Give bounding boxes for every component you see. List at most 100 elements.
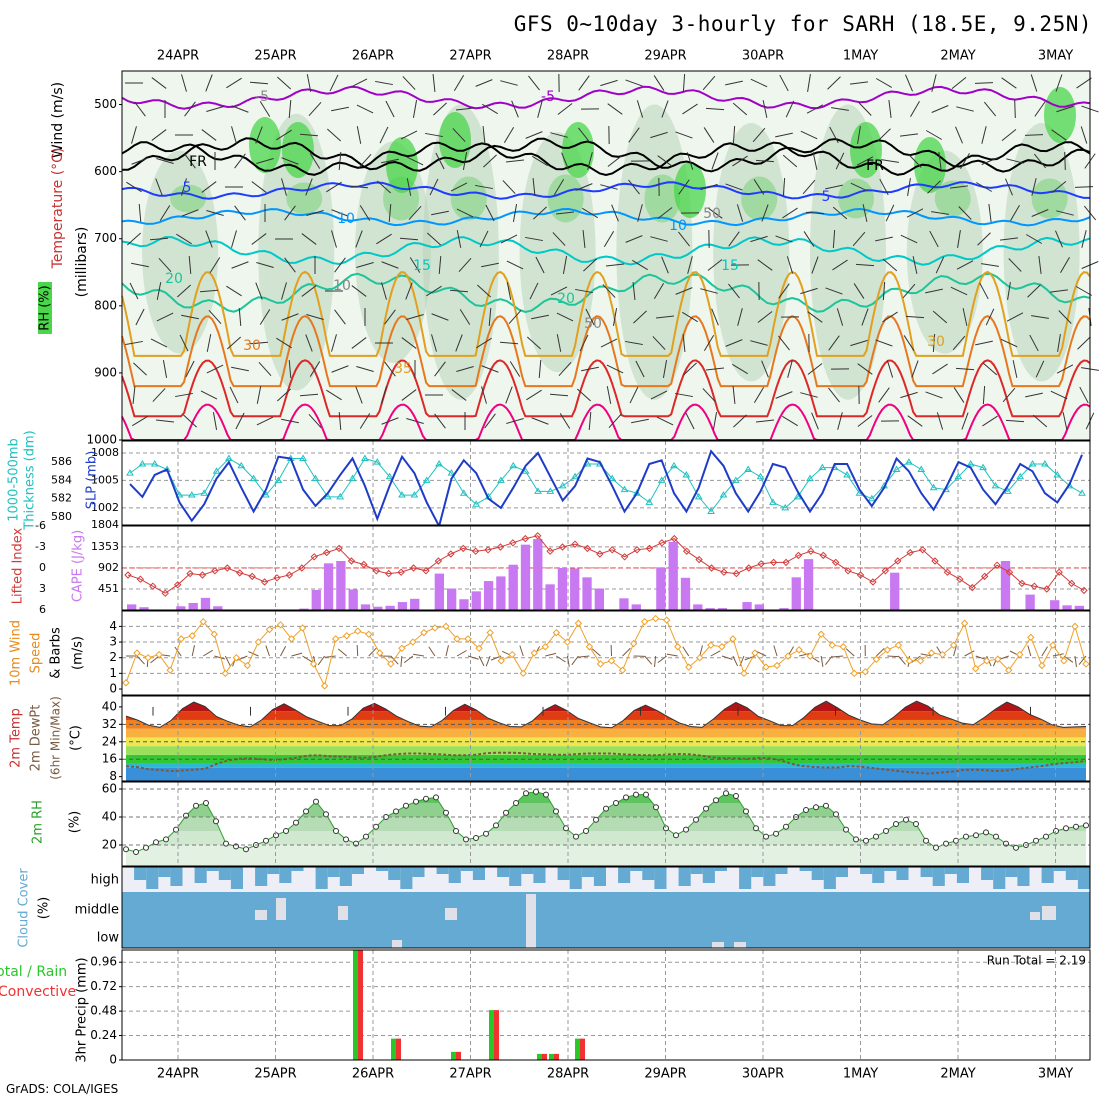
cape-bar-43 <box>656 568 665 610</box>
rh2m-point-92 <box>1044 834 1049 839</box>
precip-convective-bar-5 <box>554 1054 559 1060</box>
precip-tick-label-3: 0.24 <box>90 1028 117 1042</box>
li-tick-label-0: -6 <box>35 519 46 532</box>
rh2m-point-74 <box>864 838 869 843</box>
cloud-high-bar-11 <box>255 867 267 886</box>
cloud-clear-gap-0 <box>255 910 267 920</box>
rh2m-point-65 <box>774 831 779 836</box>
cloud-high-bar-32 <box>509 867 521 886</box>
rh-shade-column-9 <box>1004 123 1080 381</box>
rh2m-point-28 <box>404 803 409 808</box>
cloud-high-bar-59 <box>836 867 848 877</box>
bottom-date-label-6: 30APR <box>742 1067 784 1082</box>
cloud-high-bar-46 <box>679 867 691 886</box>
rh-saturated-spot-4 <box>562 122 594 178</box>
cloud-high-bar-41 <box>618 867 630 883</box>
rh-saturated-spot-5 <box>674 162 706 218</box>
contour-label-4: 5 <box>183 180 192 196</box>
rh2m-point-27 <box>394 809 399 814</box>
cloud-clear-gap-5 <box>526 894 536 948</box>
bottom-date-label-5: 29APR <box>644 1067 686 1082</box>
cape-axis-label-cape: CAPE (J/kg) <box>71 530 86 602</box>
precip-convective-bar-0 <box>358 950 363 1060</box>
rh2m-point-77 <box>894 822 899 827</box>
crosssection-axis-label-wind: Wind (m/s) <box>50 82 66 158</box>
contour-label-0: -5 <box>541 89 555 105</box>
cape-bar-22 <box>398 602 407 610</box>
cape-bar-5 <box>189 603 198 610</box>
wind10-tick-label-2: 2 <box>109 650 117 664</box>
rh2m-point-73 <box>854 837 859 842</box>
cloud-level-label-middle: middle <box>75 903 119 918</box>
cloud-high-bar-12 <box>267 867 279 874</box>
precip-legend-convective: Convective <box>0 984 76 1000</box>
wind10-tick-label-3: 1 <box>109 666 117 680</box>
rh2m-point-57 <box>694 817 699 822</box>
cloud-high-bar-4 <box>170 867 182 886</box>
temp2m-band-5 <box>122 729 1090 738</box>
rh2m-point-30 <box>424 796 429 801</box>
li-tick-label-4: 6 <box>39 603 46 616</box>
cloud-high-bar-57 <box>812 867 824 880</box>
contour-label-12: 30 <box>243 338 261 354</box>
contour-label-5: 5 <box>822 189 831 205</box>
slp-bg <box>122 441 1090 525</box>
cape-bar-32 <box>521 545 530 610</box>
cloud-high-bar-18 <box>340 867 352 886</box>
top-date-label-6: 30APR <box>742 49 784 64</box>
rh-moist-core-4 <box>548 174 584 222</box>
rh2m-point-68 <box>804 808 809 813</box>
slp-axis-label-thickness-a: 1000-500mb <box>7 438 22 522</box>
rh2m-point-24 <box>364 834 369 839</box>
precip-axis-label: 3hr Precip (mm) <box>75 957 90 1062</box>
wind10-tick-label-4: 0 <box>109 682 117 696</box>
rh2m-point-2 <box>144 845 149 850</box>
rh2m-point-9 <box>214 819 219 824</box>
footer-credit: GrADS: COLA/IGES <box>6 1082 118 1096</box>
slp-tick-label-3: 1804 <box>91 518 119 531</box>
cloud-high-bar-16 <box>316 867 328 889</box>
top-date-label-4: 28APR <box>547 49 589 64</box>
cape-bar-0 <box>127 604 136 610</box>
rh2m-point-55 <box>674 833 679 838</box>
wind10-axis-label-0: 10m Wind <box>9 620 24 686</box>
precip-convective-bar-4 <box>542 1054 547 1060</box>
cape-bar-31 <box>509 565 518 610</box>
cape-axis-label-li: Lifted Index <box>11 527 26 604</box>
rh2m-point-14 <box>264 838 269 843</box>
rh2m-point-39 <box>514 801 519 806</box>
temp2m-band-1 <box>122 764 1090 768</box>
rh2m-point-86 <box>984 830 989 835</box>
precip-tick-label-2: 0.48 <box>90 1004 117 1018</box>
top-date-label-8: 2MAY <box>940 49 975 64</box>
rh2m-point-8 <box>204 801 209 806</box>
cape-bar-30 <box>496 576 505 610</box>
cloud-high-bar-6 <box>195 867 207 883</box>
cloud-high-bar-9 <box>231 867 243 889</box>
rh2m-point-21 <box>334 829 339 834</box>
wind-barb-506 <box>1025 135 1043 136</box>
precip-convective-bar-2 <box>456 1052 461 1060</box>
rh-shade-column-0 <box>142 151 218 354</box>
rh2m-point-48 <box>604 806 609 811</box>
top-date-label-3: 27APR <box>449 49 491 64</box>
cape-bar-36 <box>570 568 579 610</box>
rh2m-point-53 <box>654 805 659 810</box>
cloud-high-bar-53 <box>763 867 775 886</box>
chart-title: GFS 0~10day 3-hourly for SARH (18.5E, 9.… <box>0 12 1092 36</box>
crosssection-axis-label-rh: RH (%) <box>38 285 53 330</box>
cloud-clear-gap-2 <box>338 906 348 920</box>
rh2m-point-29 <box>414 799 419 804</box>
wind10-axis-label-1: Speed <box>29 633 44 674</box>
cape-bar-37 <box>582 577 591 610</box>
cloud-high-bar-42 <box>630 867 642 871</box>
temp2m-tick-label-3: 16 <box>102 752 117 766</box>
precip-rain-bar-3 <box>489 1010 494 1060</box>
rh2m-point-49 <box>614 801 619 806</box>
cloud-high-bar-54 <box>775 867 787 874</box>
cloud-high-bar-66 <box>921 867 933 877</box>
contour-label-2: FR <box>866 158 884 174</box>
cape-bar-33 <box>533 539 542 610</box>
thickness-tick-label-0: 586 <box>51 455 72 468</box>
